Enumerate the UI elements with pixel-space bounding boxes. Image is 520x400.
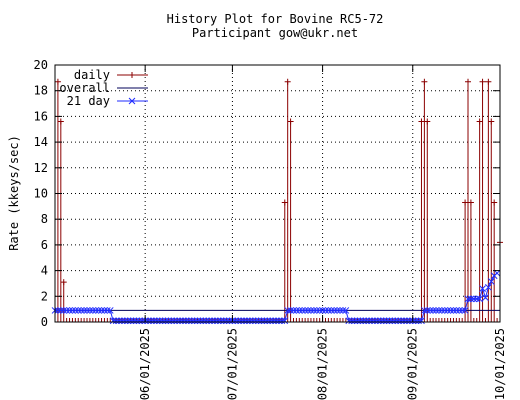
daily-point	[467, 199, 474, 206]
avg-point	[128, 97, 136, 105]
daily-point	[60, 279, 67, 286]
avg-series	[51, 269, 501, 325]
daily-point	[491, 199, 498, 206]
daily-point	[284, 78, 291, 85]
daily-point	[424, 118, 431, 125]
y-tick-label: 10	[34, 187, 48, 201]
y-tick-label: 20	[34, 58, 48, 72]
plot-frame	[54, 64, 501, 323]
daily-series	[54, 78, 503, 322]
y-tick-label: 16	[34, 109, 48, 123]
daily-point	[465, 78, 472, 85]
y-axis-label: Rate (kkeys/sec)	[7, 135, 21, 251]
daily-point	[281, 199, 288, 206]
y-tick-label: 14	[34, 135, 48, 149]
legend-label: overall	[59, 81, 110, 95]
y-tick-label: 4	[41, 264, 48, 278]
y-tick-label: 8	[41, 212, 48, 226]
y-tick-label: 18	[34, 84, 48, 98]
grid	[55, 64, 501, 323]
daily-point	[485, 78, 492, 85]
y-tick-label: 2	[41, 289, 48, 303]
avg-line	[55, 272, 498, 322]
chart-title: History Plot for Bovine RC5-72	[167, 12, 384, 26]
x-tick-label: 06/01/2025	[138, 328, 152, 400]
daily-point	[287, 118, 294, 125]
x-tick-label: 08/01/2025	[316, 328, 330, 400]
daily-point	[479, 78, 486, 85]
daily-point	[421, 78, 428, 85]
daily-point	[54, 78, 61, 85]
legend-label: 21 day	[67, 94, 110, 108]
axis-ticks: 0 2 4 6 8 10 12 14 16 18 20 06/01/2025 07/01/2025 08/…	[34, 58, 507, 400]
x-tick-label: 10/01/2025	[493, 328, 507, 400]
daily-point	[462, 199, 469, 206]
legend-label: daily	[74, 68, 110, 82]
chart-subtitle: Participant gow@ukr.net	[192, 26, 358, 40]
daily-point	[57, 118, 64, 125]
daily-point	[476, 118, 483, 125]
plot-area	[51, 78, 503, 325]
daily-point	[488, 118, 495, 125]
x-tick-label: 07/01/2025	[225, 328, 239, 400]
y-tick-label: 6	[41, 238, 48, 252]
y-tick-label: 0	[41, 315, 48, 329]
daily-point	[129, 72, 135, 78]
daily-point	[418, 118, 425, 125]
x-tick-label: 09/01/2025	[406, 328, 420, 400]
y-tick-label: 12	[34, 161, 48, 175]
